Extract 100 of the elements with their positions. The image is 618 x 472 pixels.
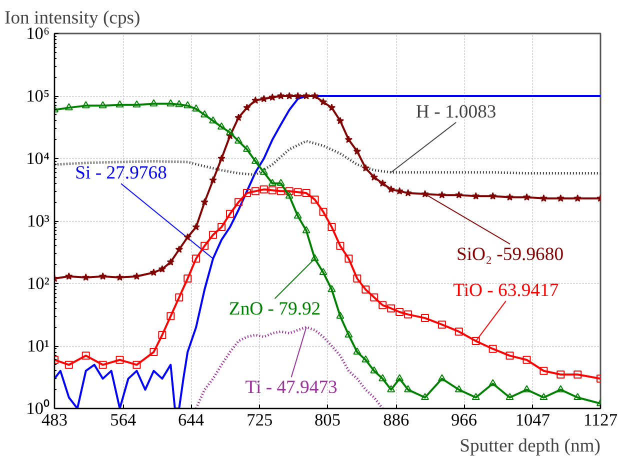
point	[166, 258, 174, 266]
point	[200, 242, 209, 250]
point	[387, 385, 396, 392]
y-tick-label: 10²	[26, 274, 50, 293]
text: SiO₂ -59.9680	[456, 244, 564, 266]
point	[540, 194, 548, 202]
point	[310, 254, 319, 262]
point	[328, 223, 336, 232]
point	[438, 320, 446, 329]
point	[353, 274, 362, 283]
point	[226, 210, 234, 218]
point	[556, 370, 565, 378]
point	[268, 178, 276, 186]
series-label: Ti - 47.9473	[245, 377, 338, 398]
point	[319, 208, 328, 216]
point	[260, 94, 268, 102]
point	[454, 328, 463, 336]
point	[234, 198, 242, 206]
point	[454, 385, 463, 392]
legend-label: ZnO - 79.92	[228, 298, 321, 320]
point	[226, 128, 234, 136]
point	[150, 99, 158, 106]
point	[387, 185, 395, 193]
point	[328, 104, 336, 112]
point	[438, 374, 446, 382]
point	[158, 265, 166, 272]
point	[82, 352, 90, 360]
point	[285, 187, 294, 196]
point	[574, 370, 582, 378]
point	[540, 366, 548, 375]
x-tick-label: 725	[246, 410, 273, 430]
point	[218, 122, 226, 130]
point	[319, 268, 328, 276]
y-tick-label: 10¹	[26, 336, 50, 356]
point	[328, 285, 336, 292]
point	[175, 293, 184, 302]
point	[506, 193, 514, 201]
point	[285, 192, 294, 199]
point	[344, 136, 353, 144]
point	[175, 245, 183, 253]
point	[574, 392, 582, 400]
point	[166, 99, 175, 106]
point	[277, 92, 285, 100]
point	[438, 191, 446, 198]
x-tick-label: 644	[178, 410, 204, 430]
point	[200, 198, 208, 206]
y-tick-label: 10³	[26, 212, 50, 230]
point	[64, 103, 73, 110]
point	[251, 156, 260, 164]
point	[209, 176, 217, 184]
point	[276, 187, 285, 196]
point	[98, 360, 107, 369]
point	[294, 92, 302, 100]
point	[353, 348, 362, 355]
point	[65, 272, 73, 280]
x-tick-label: 564	[110, 410, 137, 430]
point	[362, 286, 370, 294]
point	[184, 101, 192, 108]
point	[268, 93, 276, 101]
point	[396, 187, 404, 195]
point	[200, 110, 209, 118]
point	[276, 178, 285, 186]
point	[522, 356, 531, 364]
x-tick-label: 966	[451, 410, 478, 430]
point	[472, 337, 480, 346]
point	[116, 273, 124, 281]
x-tick-label: 1047	[515, 410, 550, 430]
point	[556, 194, 564, 202]
point	[404, 310, 412, 318]
point	[370, 366, 378, 374]
x-tick-label: 886	[383, 410, 410, 430]
series-label: TiO - 63.9417	[453, 280, 559, 302]
line-series	[194, 326, 384, 408]
point	[166, 312, 175, 320]
point	[455, 191, 463, 198]
point	[192, 223, 200, 230]
point	[370, 293, 378, 302]
point	[378, 179, 386, 187]
point	[150, 348, 158, 356]
point	[64, 360, 73, 369]
point	[243, 104, 251, 112]
point	[488, 379, 497, 386]
point	[396, 374, 404, 382]
point	[218, 154, 226, 162]
point	[472, 192, 480, 200]
text: Si - 27.9768	[75, 162, 167, 184]
point	[252, 96, 260, 104]
point	[396, 308, 404, 316]
point	[132, 100, 141, 108]
point	[251, 187, 260, 196]
point	[556, 385, 565, 392]
point	[353, 147, 362, 155]
point	[209, 230, 218, 239]
point	[488, 192, 497, 200]
point	[404, 385, 412, 392]
point	[488, 344, 497, 353]
x-tick-label: 805	[314, 410, 341, 430]
point	[540, 392, 548, 400]
point	[472, 392, 480, 400]
point	[132, 272, 141, 280]
